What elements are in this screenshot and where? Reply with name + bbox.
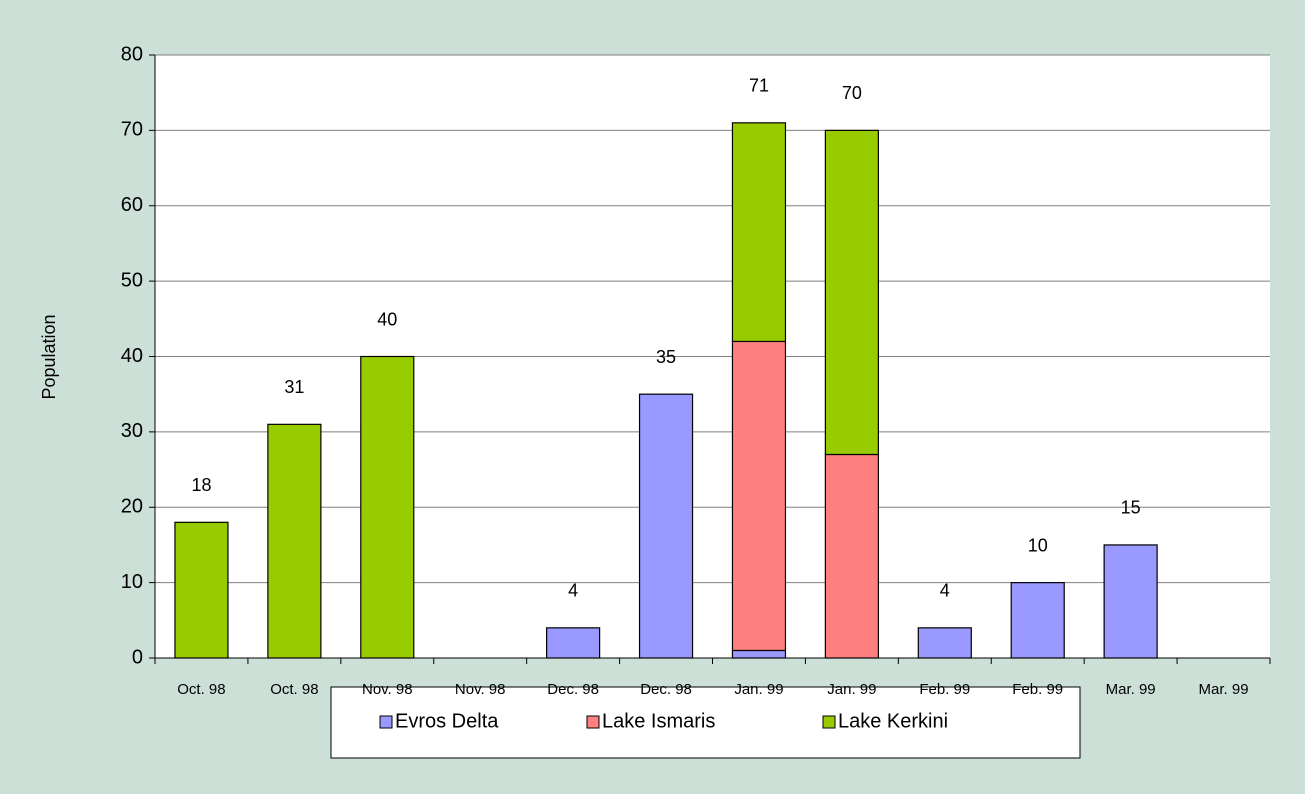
- x-tick-label: Mar. 99: [1199, 681, 1249, 698]
- legend-label: Lake Ismaris: [602, 710, 715, 732]
- y-tick-label: 30: [121, 420, 143, 442]
- total-label: 31: [284, 377, 304, 397]
- legend-label: Evros Delta: [395, 710, 499, 732]
- bar-segment: [174, 521, 229, 659]
- y-tick-label: 10: [121, 571, 143, 593]
- x-tick-label: Feb. 99: [1012, 681, 1063, 698]
- total-label: 35: [656, 347, 676, 367]
- y-tick-label: 70: [121, 119, 143, 141]
- bar-segment: [824, 129, 879, 456]
- y-tick-label: 60: [121, 194, 143, 216]
- x-tick-label: Feb. 99: [919, 681, 970, 698]
- bar-segment: [638, 393, 694, 659]
- total-label: 15: [1121, 498, 1141, 518]
- legend-box: [330, 686, 1081, 759]
- y-axis-label: Population: [39, 314, 59, 399]
- bar-segment: [917, 627, 972, 659]
- legend-swatch: [586, 715, 600, 729]
- x-tick-label: Oct. 98: [270, 681, 318, 698]
- bar-segment: [1103, 544, 1158, 659]
- bar-segment: [546, 627, 601, 659]
- legend-label: Lake Kerkini: [838, 710, 948, 732]
- total-label: 70: [842, 83, 862, 103]
- total-label: 4: [940, 581, 950, 601]
- x-tick-label: Dec. 98: [640, 681, 692, 698]
- bar-segment: [1010, 582, 1065, 659]
- bar-segment: [360, 355, 415, 659]
- y-tick-label: 50: [121, 269, 143, 291]
- total-label: 10: [1028, 535, 1048, 555]
- total-label: 4: [568, 581, 578, 601]
- total-label: 71: [749, 76, 769, 96]
- x-tick-label: Jan. 99: [734, 681, 783, 698]
- bar-segment: [731, 122, 787, 343]
- legend-swatch: [379, 715, 393, 729]
- x-tick-label: Dec. 98: [547, 681, 599, 698]
- bar-segment: [824, 453, 879, 659]
- legend-swatch: [822, 715, 836, 729]
- x-tick-label: Mar. 99: [1106, 681, 1156, 698]
- bar-segment: [731, 649, 787, 659]
- y-tick-label: 20: [121, 496, 143, 518]
- x-tick-label: Nov. 98: [455, 681, 506, 698]
- x-tick-label: Oct. 98: [177, 681, 225, 698]
- x-tick-label: Nov. 98: [362, 681, 413, 698]
- bar-segment: [731, 340, 787, 652]
- y-tick-label: 40: [121, 345, 143, 367]
- total-label: 40: [377, 309, 397, 329]
- y-tick-label: 0: [132, 646, 143, 668]
- x-tick-label: Jan. 99: [827, 681, 876, 698]
- total-label: 18: [191, 475, 211, 495]
- y-tick-label: 80: [121, 43, 143, 65]
- bar-segment: [267, 423, 322, 659]
